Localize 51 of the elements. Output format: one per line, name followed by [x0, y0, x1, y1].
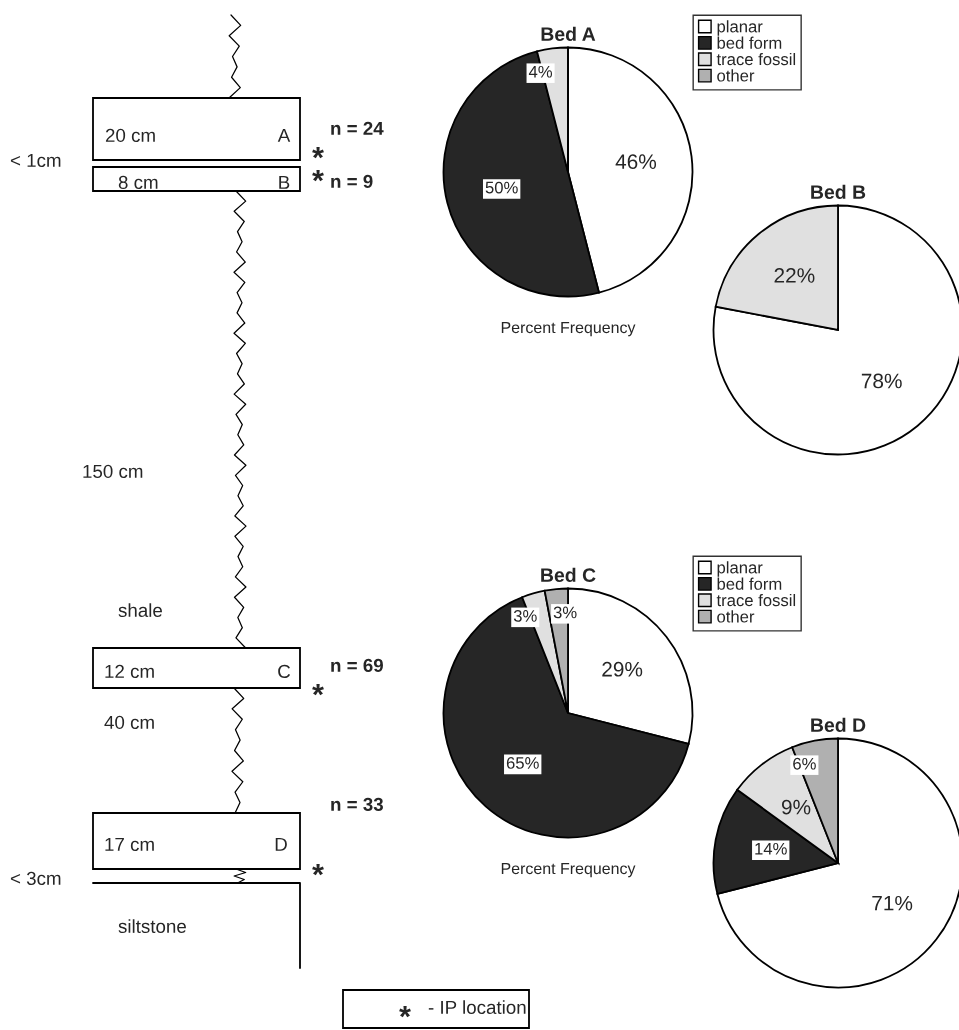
legend-label: bed form — [717, 577, 782, 590]
data-label: 3% — [513, 610, 537, 622]
data-label: 78% — [861, 373, 902, 389]
chart-title: Bed B — [811, 184, 866, 200]
text: n = 33 — [331, 797, 383, 812]
text: Bed C — [541, 567, 596, 583]
legend-label: other — [717, 69, 755, 82]
text: Percent Frequency — [501, 322, 636, 337]
legend-label: other — [717, 610, 755, 623]
data-label: 9% — [781, 799, 811, 815]
text: - IP location — [428, 1000, 526, 1015]
text: 17 cm — [105, 837, 154, 852]
data-label: 14% — [755, 842, 787, 855]
text: 12 cm — [105, 664, 154, 679]
legend-label: trace fossil — [716, 52, 796, 66]
legend-label: planar — [717, 20, 763, 36]
text: C — [278, 664, 291, 679]
data-label: 29% — [602, 661, 643, 677]
text: 150 cm — [83, 464, 143, 479]
data-label: 3% — [553, 606, 577, 619]
text: n = 24 — [331, 121, 384, 135]
data-label: 4% — [528, 65, 553, 78]
text: < 1cm — [10, 153, 61, 168]
legend-label: bed form — [717, 36, 782, 49]
text: * — [312, 683, 324, 696]
data-label: 22% — [774, 268, 815, 283]
chart-title: Bed D — [811, 717, 866, 733]
text: shale — [118, 603, 162, 618]
text: 40 cm — [104, 715, 154, 730]
data-label: 50% — [485, 181, 518, 194]
text: 20 cm — [105, 128, 155, 143]
text: Bed A — [541, 26, 596, 42]
text: * — [312, 146, 324, 159]
text: A — [277, 128, 291, 142]
text: < 3cm — [10, 871, 61, 886]
text: siltstone — [118, 919, 186, 934]
legend-label: planar — [717, 561, 763, 577]
text: n = 69 — [331, 658, 383, 673]
text: B — [279, 175, 290, 189]
text: * — [399, 1005, 411, 1018]
data-label: 65% — [506, 757, 539, 769]
text: D — [275, 837, 287, 851]
data-label: 46% — [615, 154, 657, 170]
text: * — [312, 169, 324, 182]
data-label: 6% — [793, 757, 816, 770]
legend-label: trace fossil — [716, 593, 796, 607]
text: n = 9 — [331, 174, 373, 189]
data-label: 71% — [872, 895, 913, 911]
text: 8 cm — [118, 175, 158, 190]
text: * — [312, 863, 324, 876]
text: Percent Frequency — [501, 863, 636, 878]
